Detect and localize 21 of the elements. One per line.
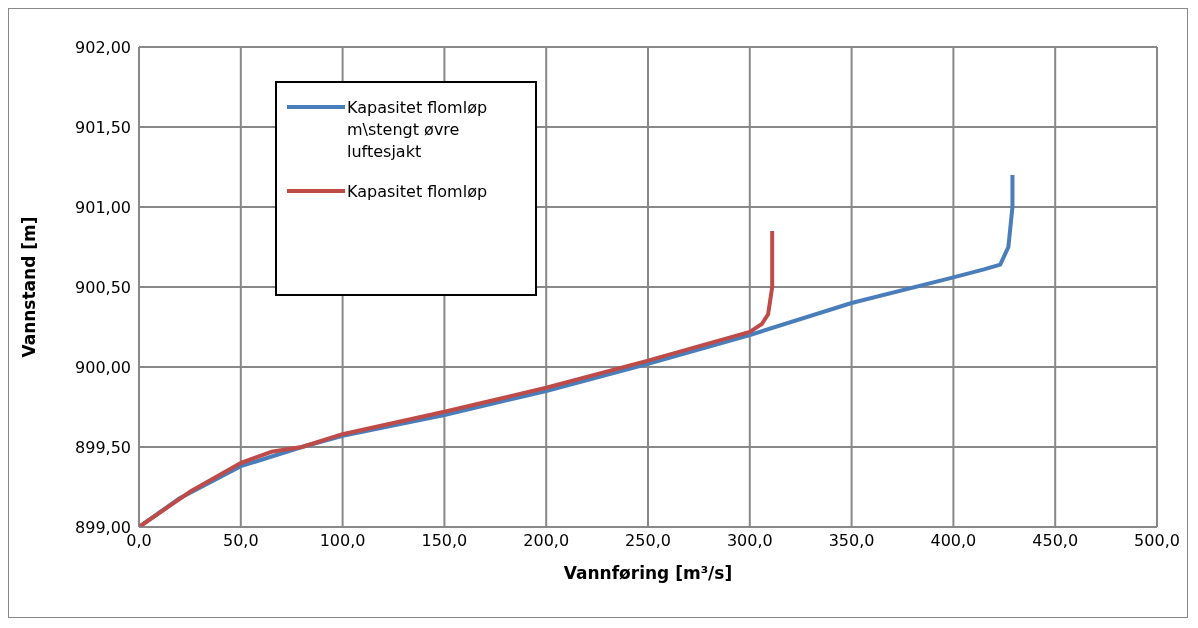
y-tick-label: 902,00 — [75, 37, 131, 57]
line-series — [139, 229, 775, 527]
x-tick-label: 500,0 — [1134, 531, 1180, 551]
x-tick-label: 250,0 — [625, 531, 671, 551]
legend-label: Kapasitet flomløp — [347, 181, 488, 203]
x-tick-label: 100,0 — [319, 531, 366, 551]
x-tick-label: 300,0 — [726, 531, 773, 551]
y-tick-label: 901,00 — [75, 197, 131, 217]
x-tick-label: 50,0 — [222, 531, 259, 551]
x-tick-label: 200,0 — [523, 531, 570, 551]
x-tick-label: 150,0 — [421, 531, 468, 551]
x-tick-label: 400,0 — [930, 531, 977, 551]
y-tick-label: 901,50 — [75, 117, 131, 137]
y-tick-label: 900,50 — [75, 277, 131, 297]
x-axis-title: Vannføring [m³/s] — [563, 563, 733, 583]
x-tick-label: 450,0 — [1032, 531, 1079, 551]
y-axis-title: Vannstand [m] — [19, 216, 40, 358]
y-tick-label: 899,50 — [75, 437, 131, 457]
legend-label: Kapasitet flomløp m\stengt øvre luftesjakt — [347, 97, 489, 163]
y-tick-label: 900,00 — [75, 357, 131, 377]
x-tick-label: 350,0 — [828, 531, 875, 551]
